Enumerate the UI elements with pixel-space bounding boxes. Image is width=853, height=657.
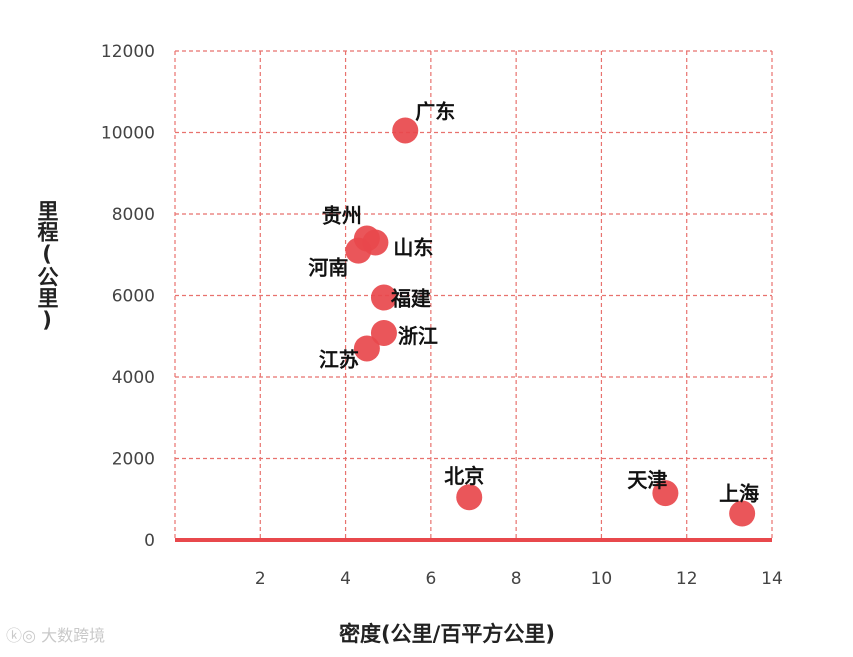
data-point-label: 上海 xyxy=(719,482,759,506)
data-point-label: 江苏 xyxy=(319,347,359,371)
data-point xyxy=(370,284,397,311)
x-tick-label: 8 xyxy=(511,569,522,589)
x-tick-label: 10 xyxy=(591,569,613,589)
x-axis-title: 密度(公里/百平方公里) xyxy=(339,622,555,646)
y-tick-label: 6000 xyxy=(112,287,155,307)
data-point xyxy=(345,237,372,264)
x-tick-label: 12 xyxy=(676,569,698,589)
y-tick-label: 8000 xyxy=(112,205,155,225)
data-point xyxy=(456,484,483,511)
y-axis-ticks: 0 2000 4000 6000 8000 10000 12000 xyxy=(101,42,155,551)
x-tick-label: 14 xyxy=(761,569,783,589)
data-point xyxy=(370,319,397,346)
data-point-label: 北京 xyxy=(444,464,484,488)
data-point xyxy=(652,480,679,507)
y-tick-label: 2000 xyxy=(112,450,155,470)
data-point-label: 天津 xyxy=(627,468,667,492)
y-tick-label: 10000 xyxy=(101,124,155,144)
data-point-label: 福建 xyxy=(390,287,431,311)
x-tick-label: 6 xyxy=(425,569,436,589)
x-axis-ticks: 2 4 6 8 10 12 14 xyxy=(255,569,783,589)
grid xyxy=(174,50,773,540)
y-axis-title: 里程(公里) xyxy=(35,200,59,332)
watermark: ⓚ◎ 大数跨境 xyxy=(6,622,105,646)
data-point xyxy=(729,500,756,527)
data-point-label: 山东 xyxy=(393,236,433,260)
data-point-label: 河南 xyxy=(308,256,348,280)
data-point-label: 贵州 xyxy=(322,203,362,227)
x-tick-label: 4 xyxy=(340,569,351,589)
watermark-text: 大数跨境 xyxy=(41,626,106,645)
x-tick-label: 2 xyxy=(255,569,266,589)
watermark-logo-icon: ⓚ◎ xyxy=(6,626,42,645)
data-point xyxy=(392,117,419,144)
data-point-label: 广东 xyxy=(415,99,455,123)
y-tick-label: 4000 xyxy=(112,368,155,388)
data-point xyxy=(353,335,380,362)
y-tick-label: 0 xyxy=(144,531,155,551)
data-point-label: 浙江 xyxy=(398,324,438,348)
data-points xyxy=(345,117,756,527)
y-tick-label: 12000 xyxy=(101,42,155,62)
